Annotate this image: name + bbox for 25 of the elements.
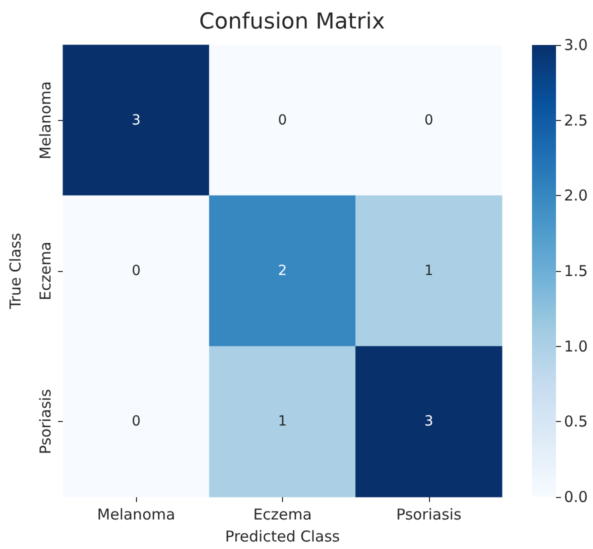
- color-bar-label: 1.0: [564, 337, 588, 356]
- data-label: 0: [424, 112, 434, 128]
- data-label: 3: [132, 112, 141, 128]
- y-tick-label: Eczema: [36, 242, 54, 300]
- color-bar-label: 2.0: [564, 186, 588, 205]
- data-label: 2: [278, 263, 287, 279]
- data-label: 3: [424, 414, 434, 430]
- y-tick-label: Melanoma: [36, 81, 54, 160]
- x-tick-label: Psoriasis: [396, 506, 462, 524]
- data-label: 1: [424, 263, 434, 279]
- x-tick-label: Eczema: [253, 506, 312, 524]
- data-label: 0: [132, 263, 141, 279]
- color-bar-label: 0.0: [564, 488, 588, 506]
- color-bar-label: 2.5: [564, 111, 588, 130]
- data-label: 1: [278, 414, 287, 430]
- x-tick-label: Melanoma: [97, 506, 176, 524]
- y-axis-title: True Class: [6, 232, 24, 310]
- chart-title: Confusion Matrix: [199, 10, 385, 34]
- x-axis-title: Predicted Class: [225, 528, 340, 546]
- data-label: 0: [132, 414, 141, 430]
- color-bar-label: 3.0: [564, 36, 588, 54]
- color-bar-label: 1.5: [564, 262, 588, 280]
- color-bar-label: 0.5: [564, 412, 588, 431]
- y-tick-label: Psoriasis: [36, 388, 54, 454]
- data-label: 0: [278, 112, 287, 128]
